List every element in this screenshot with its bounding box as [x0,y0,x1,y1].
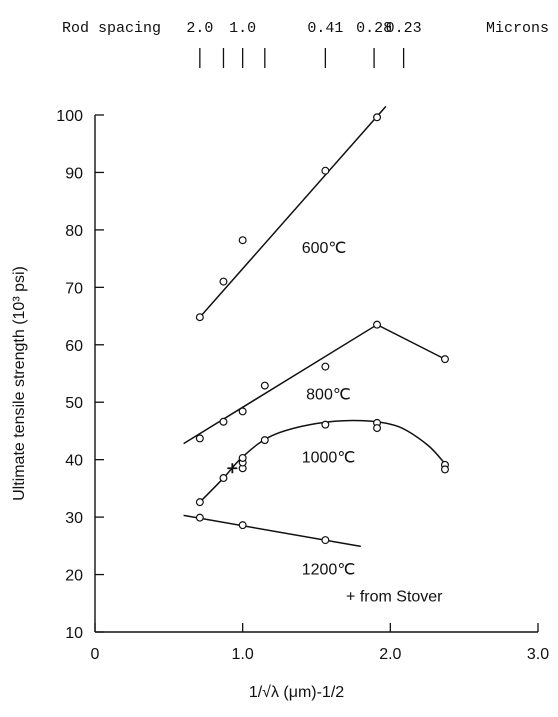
series-label-from-stover: + from Stover [346,589,443,606]
y-tick-label: 60 [65,338,83,355]
y-tick-label: 100 [56,108,83,125]
data-point-1200 [321,536,330,545]
data-point-1200 [238,521,247,530]
data-point-800 [195,434,204,443]
data-point-800 [238,407,247,416]
series-line-600 [199,105,387,318]
top-axis-label: 2.0 [186,20,213,37]
data-point-800 [321,362,330,371]
series-label-800: 800℃ [306,386,351,403]
data-point-1000 [260,436,269,445]
data-point-800 [219,417,228,426]
series-label-1200: 1200℃ [302,562,356,579]
data-point-1000 [373,424,382,433]
top-axis-unit: Microns [486,20,549,37]
y-tick-label: 20 [65,568,83,585]
series-label-600: 600℃ [302,240,347,257]
x-tick-label: 1.0 [232,646,254,663]
x-tick-label: 3.0 [527,646,549,663]
series-label-1000: 1000℃ [302,450,356,467]
series-line-1200 [183,514,361,548]
top-axis-label: 1.0 [229,20,256,37]
data-point-1000 [195,498,204,507]
y-tick-label: 90 [65,165,83,182]
data-point-800 [260,381,269,390]
x-axis-title: 1/√λ (μm)-1/2 [249,684,344,701]
series-line-1000 [199,419,446,503]
x-tick-label: 0 [91,646,100,663]
top-axis-label: 0.23 [386,20,422,37]
data-point-1000 [219,474,228,483]
y-tick-label: 50 [65,395,83,412]
x-tick-label: 2.0 [379,646,401,663]
top-axis-title: Rod spacing [62,20,161,37]
series-line-800 [183,323,446,445]
y-tick-label: 80 [65,223,83,240]
data-point-600 [373,113,382,122]
data-point-800 [440,355,449,364]
data-point-600 [219,277,228,286]
y-axis-title: Ultimate tensile strength (10³ psi) [11,266,28,501]
data-point-600 [321,166,330,175]
y-tick-label: 40 [65,453,83,470]
data-point-1000 [321,420,330,429]
y-tick-label: 30 [65,510,83,527]
data-point-600 [238,236,247,245]
data-point-800 [373,320,382,329]
data-point-from-stover [227,463,238,474]
y-tick-label: 70 [65,280,83,297]
data-point-1200 [195,513,204,522]
y-tick-label: 10 [65,625,83,642]
top-axis-label: 0.41 [307,20,343,37]
data-point-1000 [440,465,449,474]
data-point-600 [195,313,204,322]
top-axis-label: 0.28 [356,20,392,37]
data-point-1000 [238,453,247,462]
